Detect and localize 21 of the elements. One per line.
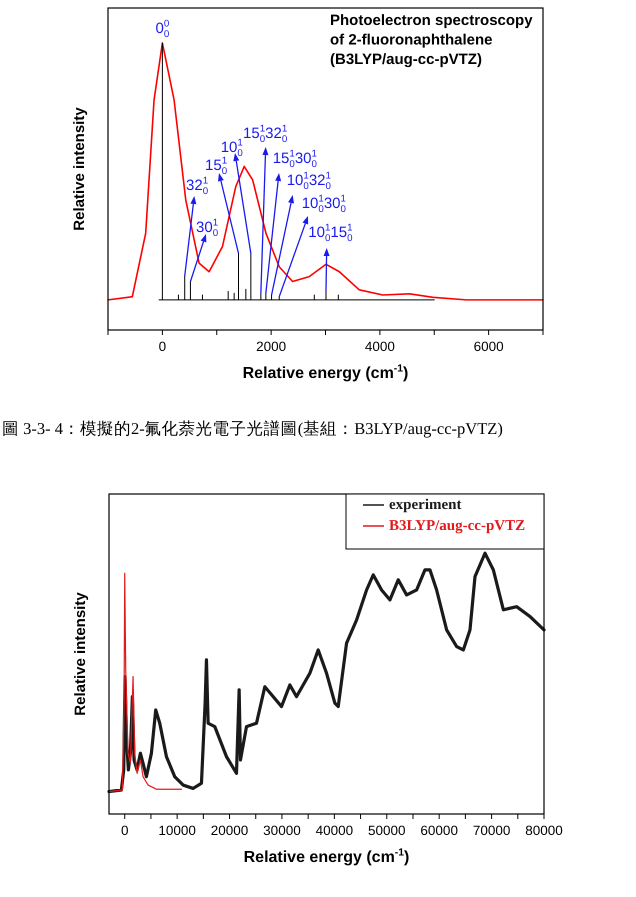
x-tick-label: 4000 [364, 339, 395, 354]
x-tick-label: 20000 [210, 823, 248, 838]
x-tick-label: 50000 [368, 823, 406, 838]
legend-label: B3LYP/aug-cc-pVTZ [389, 518, 526, 534]
caption: 圖 3-3- 4：模擬的2-氟化萘光電子光譜圖(基組：B3LYP/aug-cc-pVTZ) [2, 419, 503, 438]
x-tick-label: 70000 [472, 823, 510, 838]
x-tick-label: 80000 [525, 823, 563, 838]
x-tick-label: 60000 [420, 823, 458, 838]
y-axis-title: Relative intensity [72, 592, 89, 716]
x-tick-label: 0 [120, 823, 128, 838]
x-tick-label: 0 [158, 339, 166, 354]
x-tick-label: 40000 [316, 823, 354, 838]
x-axis-title: Relative energy (cm$^{-1}$) [242, 363, 408, 382]
x-tick-label: 10000 [158, 823, 196, 838]
x-tick-label: 6000 [474, 339, 504, 354]
legend-label: experiment [389, 497, 462, 513]
chart-title: Photoelectron spectroscopy of 2-fluoronaphthalene (B3LYP/aug-cc-pVTZ) [330, 12, 534, 68]
x-tick-label: 30000 [263, 823, 301, 838]
x-axis-title: Relative energy (cm$^{-1}$) [244, 847, 410, 866]
x-tick-label: 2000 [256, 339, 286, 354]
y-axis-title: Relative intensity [71, 106, 88, 231]
